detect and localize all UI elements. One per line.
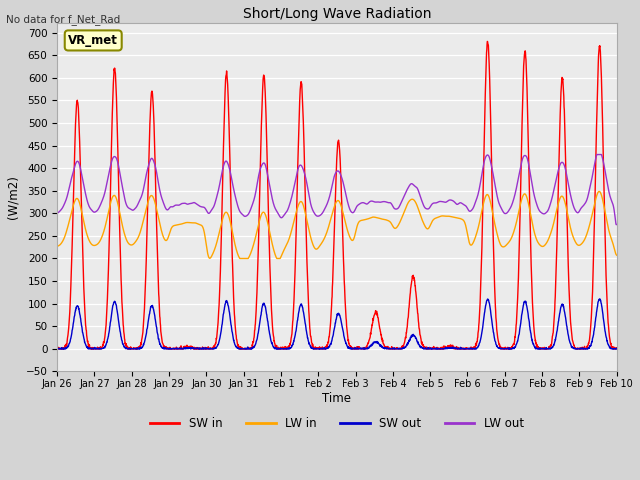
SW in — [613, 346, 621, 351]
LW in — [595, 189, 603, 194]
LW in — [365, 216, 373, 221]
Line: SW out: SW out — [57, 299, 617, 349]
SW out — [564, 327, 572, 333]
Text: No data for f_Net_Rad: No data for f_Net_Rad — [6, 14, 121, 25]
Line: LW out: LW out — [57, 155, 617, 225]
LW out — [563, 175, 571, 180]
LW in — [236, 255, 244, 261]
SW in — [353, 345, 361, 351]
SW in — [500, 346, 508, 352]
SW out — [500, 346, 508, 352]
SW in — [579, 345, 587, 351]
Line: SW in: SW in — [57, 41, 617, 349]
LW out — [353, 203, 361, 209]
SW out — [353, 346, 361, 352]
Title: Short/Long Wave Radiation: Short/Long Wave Radiation — [243, 7, 431, 21]
SW out — [484, 296, 492, 302]
SW in — [564, 243, 572, 249]
SW out — [613, 346, 621, 352]
LW out — [365, 199, 373, 205]
SW in — [209, 344, 217, 349]
LW in — [500, 244, 508, 250]
LW out — [53, 210, 61, 216]
LW in — [564, 210, 572, 216]
LW in — [353, 223, 361, 228]
Text: VR_met: VR_met — [68, 34, 118, 47]
SW out — [365, 345, 373, 350]
Y-axis label: (W/m2): (W/m2) — [7, 176, 20, 219]
SW out — [209, 346, 217, 351]
LW out — [579, 204, 587, 209]
SW in — [54, 346, 61, 352]
SW out — [579, 346, 587, 352]
SW in — [53, 346, 61, 351]
LW in — [579, 239, 587, 245]
LW in — [53, 243, 61, 249]
LW out — [209, 205, 217, 211]
SW out — [53, 346, 61, 352]
X-axis label: Time: Time — [323, 392, 351, 405]
LW out — [613, 222, 621, 228]
LW out — [593, 152, 601, 157]
Line: LW in: LW in — [57, 192, 617, 258]
SW in — [483, 38, 491, 44]
LW out — [500, 209, 508, 215]
LW in — [209, 250, 217, 256]
LW out — [612, 222, 620, 228]
LW in — [613, 252, 621, 258]
SW in — [365, 336, 373, 342]
Legend: SW in, LW in, SW out, LW out: SW in, LW in, SW out, LW out — [145, 413, 529, 435]
